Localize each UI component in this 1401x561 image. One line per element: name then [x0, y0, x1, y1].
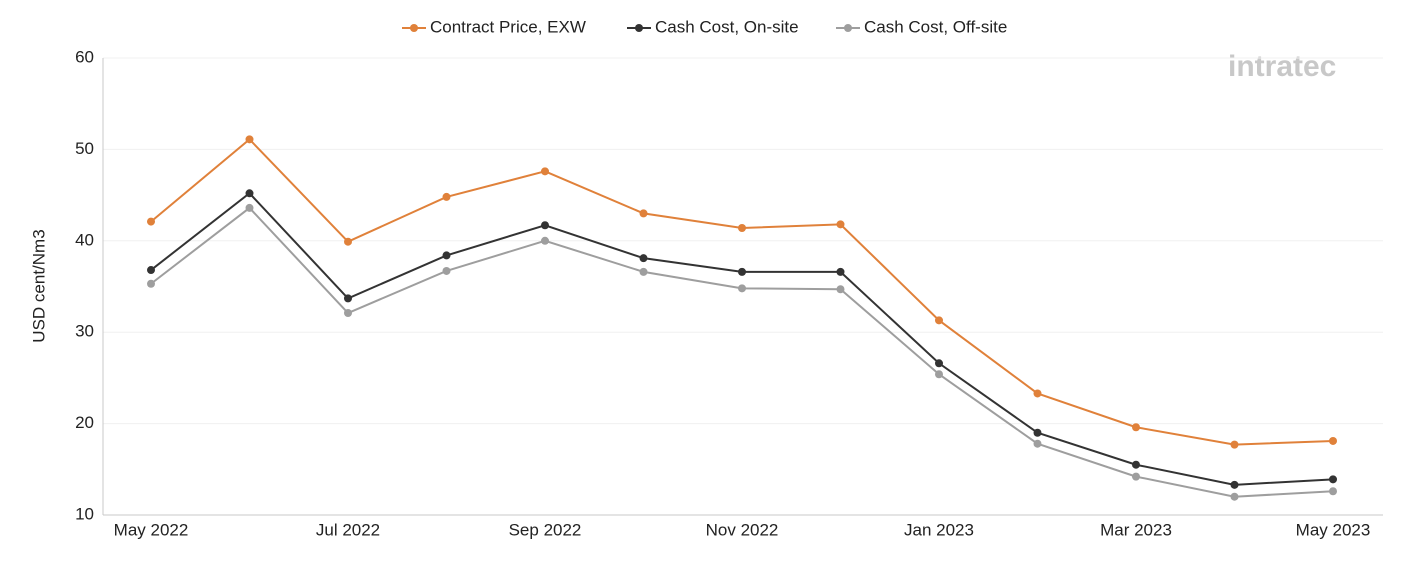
legend-marker — [410, 24, 418, 32]
point — [245, 189, 254, 198]
line — [150, 191, 1334, 486]
point — [639, 267, 648, 276]
point — [147, 217, 155, 226]
point — [442, 251, 451, 260]
point — [935, 316, 943, 325]
y-tick-label: 50 — [75, 139, 94, 158]
line — [150, 206, 1334, 498]
point — [738, 224, 746, 233]
legend-label: Cash Cost, Off-site — [864, 17, 1007, 36]
x-tick-label: May 2022 — [114, 520, 189, 539]
point — [1230, 440, 1239, 449]
point — [639, 209, 648, 218]
legend-label: Cash Cost, On-site — [655, 17, 799, 36]
point — [344, 294, 352, 303]
point — [245, 135, 254, 144]
point — [1132, 460, 1140, 469]
legend-label: Contract Price, EXW — [430, 17, 586, 36]
point — [738, 284, 746, 293]
point — [442, 266, 451, 275]
point — [1230, 480, 1239, 489]
x-tick-label: Sep 2022 — [509, 520, 582, 539]
point — [1132, 472, 1140, 481]
y-tick-label: 30 — [75, 322, 94, 341]
point — [245, 203, 254, 212]
point — [1132, 423, 1140, 432]
x-tick-label: Jul 2022 — [316, 520, 380, 539]
point — [344, 309, 352, 318]
point — [344, 237, 352, 246]
x-tick-label: Jan 2023 — [904, 520, 974, 539]
point — [1329, 436, 1337, 445]
point — [1230, 492, 1239, 501]
point — [1329, 475, 1337, 484]
point — [836, 285, 845, 294]
point — [541, 236, 549, 245]
point — [1033, 389, 1042, 398]
point — [738, 267, 746, 276]
point — [147, 279, 155, 288]
point — [442, 192, 451, 201]
point — [541, 167, 549, 176]
watermark: intratec — [1228, 50, 1336, 83]
point — [836, 267, 845, 276]
legend-marker — [844, 24, 852, 32]
x-tick-label: Nov 2022 — [706, 520, 779, 539]
legend-marker — [635, 24, 643, 32]
y-tick-label: 20 — [75, 413, 94, 432]
point — [836, 220, 845, 229]
y-axis-label: USD cent/Nm3 — [29, 229, 48, 342]
x-tick-label: Mar 2023 — [1100, 520, 1172, 539]
point — [1033, 439, 1042, 448]
y-tick-label: 40 — [75, 230, 94, 249]
point — [639, 254, 648, 263]
point — [1329, 487, 1337, 496]
x-tick-label: May 2023 — [1296, 520, 1371, 539]
point — [935, 370, 943, 379]
point — [541, 221, 549, 230]
point — [935, 359, 943, 368]
y-tick-label: 10 — [75, 504, 94, 523]
point — [147, 266, 155, 275]
y-tick-label: 60 — [75, 47, 94, 66]
point — [1033, 428, 1042, 437]
